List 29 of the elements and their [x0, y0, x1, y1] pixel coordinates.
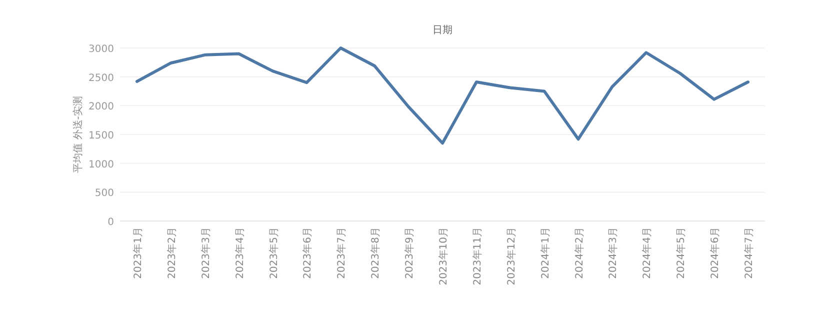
- x-tick-label: 2024年6月: [709, 227, 722, 279]
- x-tick-label: 2024年1月: [539, 227, 552, 279]
- x-tick-label: 2023年8月: [370, 227, 382, 279]
- y-tick-label: 1000: [88, 159, 114, 170]
- x-tick-label: 2024年3月: [607, 227, 620, 279]
- y-tick-label: 0: [108, 217, 114, 228]
- x-tick-label: 2023年7月: [336, 227, 348, 279]
- x-tick-label: 2023年11月: [471, 227, 484, 286]
- x-tick-label: 2023年9月: [404, 227, 416, 279]
- x-tick-label: 2023年4月: [234, 227, 246, 279]
- x-tick-label: 2024年2月: [573, 227, 586, 279]
- x-tick-label: 2024年4月: [641, 227, 654, 279]
- x-tick-label: 2023年3月: [200, 227, 212, 279]
- x-tick-label: 2023年6月: [302, 227, 314, 279]
- x-tick-label: 2023年2月: [166, 227, 178, 279]
- y-tick-label: 2000: [88, 102, 114, 113]
- y-axis-title: 平均值 外送-实测: [72, 96, 84, 173]
- y-tick-label: 3000: [88, 44, 114, 55]
- x-tick-label: 2024年5月: [675, 227, 688, 279]
- y-tick-label: 500: [94, 188, 114, 200]
- y-tick-label: 2500: [88, 72, 114, 84]
- x-tick-label: 2023年12月: [505, 227, 518, 286]
- x-tick-label: 2024年7月: [743, 227, 756, 279]
- line-series: [135, 46, 750, 145]
- chart-title: 日期: [432, 24, 452, 36]
- x-tick-label: 2023年5月: [268, 227, 280, 279]
- x-tick-label: 2023年10月: [438, 227, 450, 286]
- x-tick-label: 2023年1月: [132, 227, 144, 279]
- y-tick-label: 1500: [88, 130, 114, 142]
